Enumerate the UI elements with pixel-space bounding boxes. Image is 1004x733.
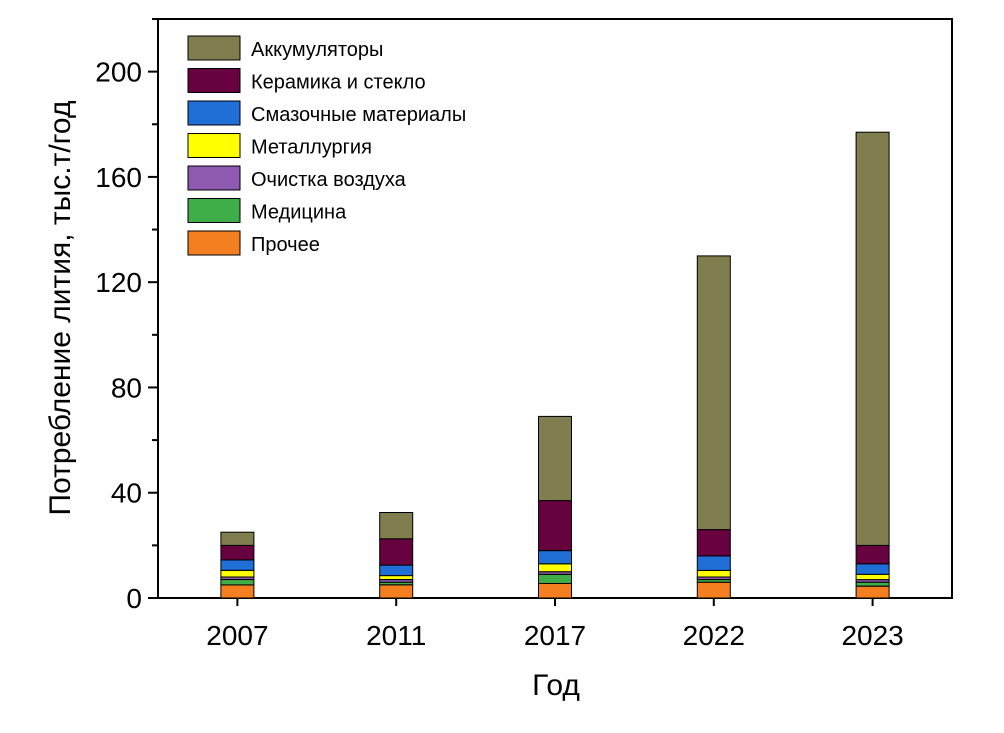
bar-2022-series-5 xyxy=(696,529,731,557)
y-tick-label: 80 xyxy=(111,372,142,403)
legend-label-6: Прочее xyxy=(251,234,320,256)
bar-2017-series-0 xyxy=(538,583,572,599)
bar-2022-series-0 xyxy=(696,581,731,599)
x-tick-label-2017: 2017 xyxy=(524,620,586,651)
bar-2023-series-4 xyxy=(855,563,890,575)
legend-label-4: Очистка воздуха xyxy=(251,169,407,191)
bar-2023-series-5 xyxy=(855,544,890,565)
y-tick-label: 0 xyxy=(126,583,142,614)
bar-2017-series-3 xyxy=(538,563,572,573)
legend-swatch-0 xyxy=(187,35,241,61)
y-axis-title: Потребление лития, тыс.т/год xyxy=(44,101,77,516)
legend-swatch-1 xyxy=(187,68,241,93)
bar-2017-series-4 xyxy=(538,550,572,565)
legend-swatch-2 xyxy=(187,100,241,126)
bar-2007-series-5 xyxy=(220,544,255,561)
x-axis-title: Год xyxy=(532,669,580,702)
bar-2017-series-1 xyxy=(538,573,572,584)
x-tick-label-2022: 2022 xyxy=(683,620,745,651)
bar-2007-series-3 xyxy=(220,569,255,578)
x-tick-label-2011: 2011 xyxy=(366,620,426,651)
legend-label-2: Смазочные материалы xyxy=(251,104,466,126)
bar-2023-series-3 xyxy=(855,573,890,581)
bar-2011-series-4 xyxy=(379,564,414,577)
bar-2011-series-5 xyxy=(379,538,414,566)
legend-swatch-6 xyxy=(187,230,241,256)
legend-swatch-5 xyxy=(187,198,241,223)
bar-2023-series-1 xyxy=(855,581,890,587)
y-tick-label: 120 xyxy=(95,267,142,298)
bar-2007-series-1 xyxy=(220,579,255,586)
bar-2011-series-3 xyxy=(379,575,414,580)
bar-2023-series-0 xyxy=(855,585,890,599)
bar-2011-series-6 xyxy=(379,512,414,540)
legend-swatch-3 xyxy=(187,133,241,158)
x-tick-label-2023: 2023 xyxy=(841,620,903,651)
bar-2022-series-6 xyxy=(696,255,731,531)
x-axis: 2007 2011 2017 2022 2023 xyxy=(206,598,904,651)
y-tick-label: 160 xyxy=(95,162,142,193)
bar-2007-series-4 xyxy=(220,559,255,571)
legend-label-1: Керамика и стекло xyxy=(251,72,426,94)
legend-label-5: Медицина xyxy=(251,202,347,224)
bar-2017-series-5 xyxy=(538,500,572,552)
bar-2007-series-0 xyxy=(220,584,255,599)
bar-2011-series-0 xyxy=(379,584,414,599)
legend-swatch-4 xyxy=(187,165,241,191)
bar-2023-series-6 xyxy=(855,131,890,546)
y-axis: 0 40 80 120 160 200 xyxy=(95,18,158,614)
legend-label-3: Металлургия xyxy=(251,137,372,159)
bar-2022-series-3 xyxy=(696,569,731,578)
bar-2022-series-4 xyxy=(696,555,731,571)
bar-2007-series-6 xyxy=(220,531,255,546)
x-tick-label-2007: 2007 xyxy=(206,620,268,651)
legend-label-0: Аккумуляторы xyxy=(251,39,383,61)
y-tick-label: 40 xyxy=(111,478,142,509)
legend: Аккумуляторы Керамика и стекло Смазочные м… xyxy=(187,35,466,256)
bar-2017-series-6 xyxy=(538,415,572,502)
y-tick-label: 200 xyxy=(95,57,142,88)
